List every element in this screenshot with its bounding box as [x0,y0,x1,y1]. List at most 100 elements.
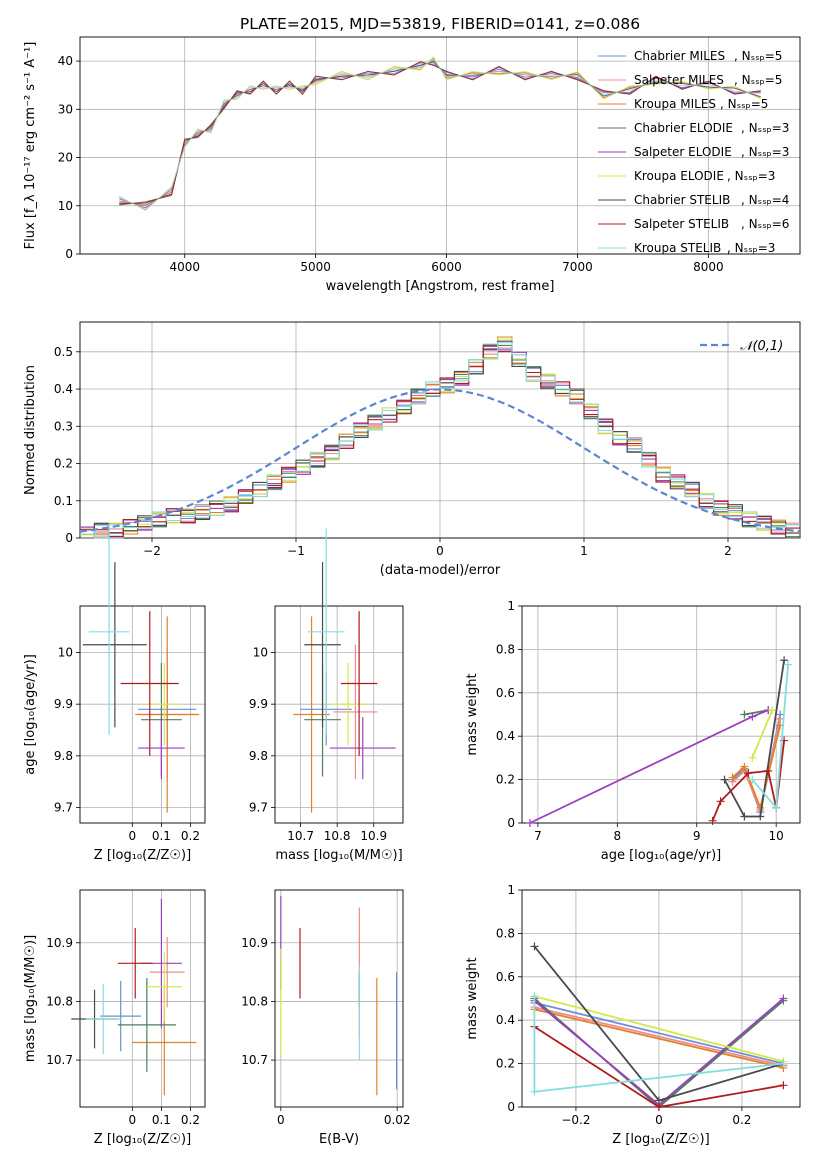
x-axis-label: mass [log₁₀(M/M☉)] [275,848,402,863]
series-line [534,1001,784,1065]
x-axis-label: Z [log₁₀(Z/Z☉)] [94,1132,191,1147]
legend-label: 𝒩(0,1) [740,339,783,354]
y-tick-label: 10 [253,646,268,660]
x-tick-label: −0.2 [561,1113,590,1127]
point-marker [779,994,788,1003]
x-tick-label: 10.7 [287,829,314,843]
legend-label: Kroupa ELODIE [634,169,724,183]
x-tick-label: 10.9 [360,829,387,843]
point-marker [530,992,539,1001]
y-tick-label: 0 [65,531,73,545]
y-tick-label: 9.7 [54,801,73,815]
legend-label: Chabrier STELIB [634,193,730,207]
point-marker [740,812,749,821]
point-marker [764,766,773,775]
x-tick-label: 8000 [693,260,724,274]
y-tick-label: 0.1 [54,494,73,508]
x-axis-label: age [log₁₀(age/yr)] [601,848,722,863]
x-tick-label: −2 [143,544,161,558]
panel-mass-vs-ebv: 0 0.02 10.7 10.8 10.9 E(B-V) [241,889,411,1147]
point-marker [525,819,534,827]
y-tick-label: 10.7 [46,1053,73,1067]
panel-mass-vs-z: 0 0.1 0.2 10.7 10.8 10.9 Z [log₁₀(Z/Z☉)] mass [… [23,889,206,1147]
point-marker [740,762,749,771]
y-tick-label: 0.3 [54,419,73,433]
x-tick-label: 7000 [562,260,593,274]
point-marker [779,1059,788,1068]
y-tick-label: 0.8 [496,642,515,656]
x-tick-label: 4000 [169,260,200,274]
y-tick-label: 0.8 [496,926,515,940]
y-tick-label: 0.2 [54,457,73,471]
panel-spectrum: 4000 5000 6000 7000 8000 0 10 20 30 40 wavelength … [23,36,801,294]
y-tick-label: 10.7 [241,1053,268,1067]
y-tick-label: 9.9 [249,697,268,711]
point-marker [530,942,539,951]
y-tick-label: 0 [65,247,73,261]
y-axis-label: Normed distribution [23,365,38,495]
point-marker [756,803,765,812]
point-marker [748,712,757,721]
x-tick-label: 5000 [300,260,331,274]
legend-nssp: , Nₛₛₚ=5 [734,49,782,63]
y-tick-label: 0.4 [496,1013,515,1027]
x-tick-label: 0 [655,1113,663,1127]
panel-residual-histogram: −2 −1 0 1 2 0 0.1 0.2 0.3 0.4 0.5 (data-model)/erro… [23,321,801,578]
histogram-step [80,342,800,539]
x-axis-label: Z [log₁₀(Z/Z☉)] [612,1132,709,1147]
legend-nssp: , Nₛₛₚ=6 [741,217,789,231]
y-axis-label: mass weight [465,957,480,1039]
x-axis-label: Z [log₁₀(Z/Z☉)] [94,848,191,863]
y-axis-label: mass [log₁₀(M/M☉)] [23,935,38,1062]
axes-frame [79,605,206,824]
y-tick-label: 0.6 [496,970,515,984]
y-tick-label: 1 [507,883,515,897]
y-tick-label: 30 [58,102,73,116]
legend-nssp: , Nₛₛₚ=3 [727,169,775,183]
point-marker [654,1103,663,1111]
panel-mass-weight-vs-z: −0.2 0 0.2 0 0.2 0.4 0.6 0.8 1 Z [log₁₀(Z/Z☉)] mas… [465,883,801,1147]
y-tick-label: 0 [507,816,515,830]
y-tick-label: 9.8 [249,749,268,763]
normal-curve [79,388,801,533]
legend-label: Salpeter ELODIE [634,145,732,159]
x-tick-label: 10 [769,829,784,843]
y-tick-label: 9.8 [54,749,73,763]
point-marker [744,769,753,778]
y-axis-label: age [log₁₀(age/yr)] [23,654,38,775]
y-axis-label: mass weight [465,673,480,755]
x-tick-label: 0.2 [181,829,200,843]
point-marker [720,775,729,784]
figure-title: PLATE=2015, MJD=53819, FIBERID=0141, z=0… [240,15,640,33]
point-marker [716,797,725,806]
legend-label: Chabrier ELODIE [634,121,733,135]
point-marker [748,753,757,762]
point-marker [728,773,737,782]
y-tick-label: 0 [507,1100,515,1114]
x-tick-label: 0.1 [152,829,171,843]
legend-nssp: , Nₛₛₚ=3 [727,241,775,255]
spectrum-line [119,59,761,210]
y-tick-label: 9.7 [249,801,268,815]
x-tick-label: 0.02 [384,1113,411,1127]
y-tick-label: 0.2 [496,773,515,787]
point-marker [784,660,793,669]
x-tick-label: 0 [277,1113,285,1127]
x-tick-label: 7 [534,829,542,843]
axes-frame [274,889,404,1108]
axes-frame [521,889,801,1108]
axes-frame [79,321,801,539]
x-tick-label: 0.1 [152,1113,171,1127]
x-axis-label: wavelength [Angstrom, rest frame] [326,279,555,294]
x-tick-label: 2 [724,544,732,558]
y-tick-label: 9.9 [54,697,73,711]
y-tick-label: 40 [58,54,73,68]
y-axis-label: Flux [f_λ 10⁻¹⁷ erg cm⁻² s⁻¹ A⁻¹] [23,42,38,250]
x-tick-label: 0 [129,1113,137,1127]
legend-label: Kroupa MILES [634,97,716,111]
axes-frame [521,605,801,824]
y-tick-label: 0.2 [496,1057,515,1071]
series-line [529,709,769,824]
point-marker [708,816,717,825]
x-tick-label: 0 [436,544,444,558]
